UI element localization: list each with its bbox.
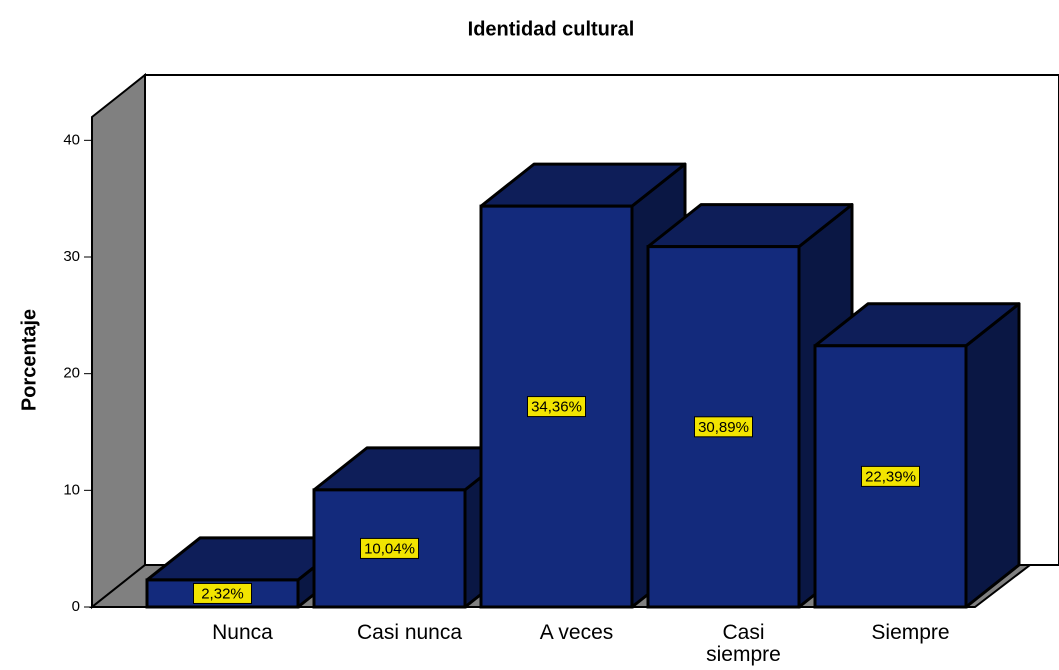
y-tick-label: 0 (72, 598, 80, 615)
value-label: 2,32% (201, 585, 244, 602)
value-label: 10,04% (364, 540, 415, 557)
left-wall (91, 72, 146, 610)
y-tick-label: 10 (63, 481, 80, 498)
x-tick-label: A veces (539, 621, 614, 644)
x-tick-label: Casi nunca (356, 621, 463, 644)
bar-side (964, 302, 1021, 609)
value-label-box (360, 537, 419, 559)
value-label-box (527, 396, 586, 418)
y-axis-label: Porcentaje (18, 309, 40, 411)
chart-title: Identidad cultural (468, 18, 635, 40)
x-tick-label: Nunca (212, 621, 273, 644)
x-tick-label: Casi siempre (706, 621, 781, 666)
y-tick-label: 30 (63, 248, 80, 265)
value-label: 30,89% (698, 419, 749, 436)
value-label: 22,39% (865, 468, 916, 485)
value-label-box (861, 465, 920, 487)
value-label-box (694, 416, 753, 438)
value-label-box (193, 582, 252, 604)
y-tick-label: 20 (63, 365, 80, 382)
value-label: 34,36% (531, 399, 582, 416)
x-tick-label: Siempre (871, 621, 950, 644)
y-tick-label: 40 (63, 131, 80, 148)
